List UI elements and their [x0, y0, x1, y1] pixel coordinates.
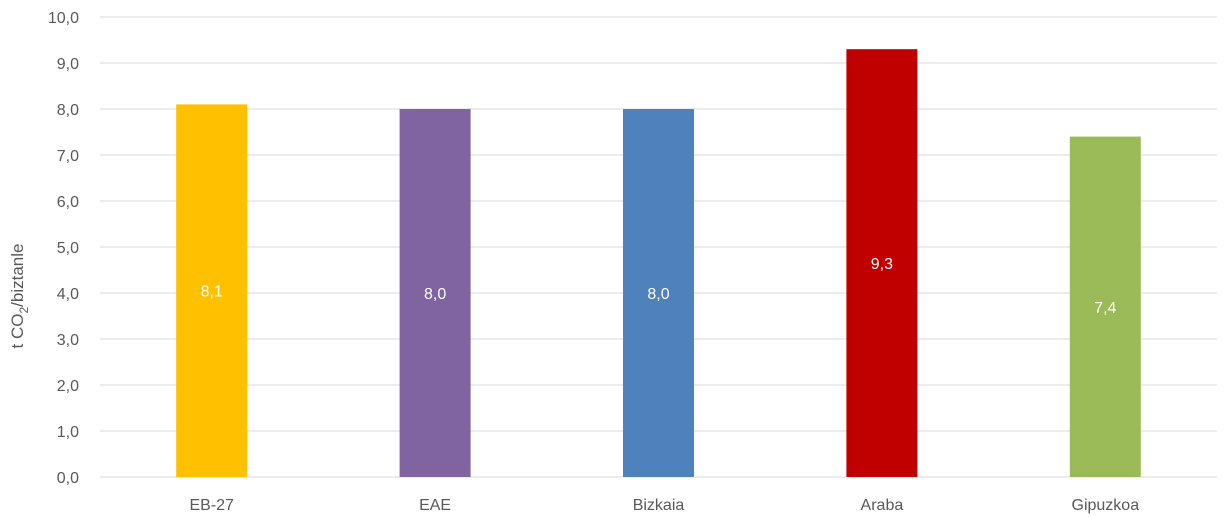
bar-data-label: 8,0: [424, 286, 446, 303]
x-category-label: Gipuzkoa: [1072, 497, 1140, 514]
bar-eb-27: [176, 104, 248, 478]
y-axis-title: t CO2/biztanle: [8, 244, 31, 349]
bars: [176, 49, 1141, 478]
y-axis-title-subscript: 2: [17, 307, 31, 314]
y-tick-label: 0,0: [57, 470, 79, 487]
x-category-label: Araba: [861, 497, 904, 514]
y-tick-label: 2,0: [57, 378, 79, 395]
bar-data-label: 8,0: [647, 286, 669, 303]
bar-eae: [399, 109, 471, 477]
x-axis-categories: EB-27 EAE Bizkaia Araba Gipuzkoa: [189, 497, 1139, 514]
y-axis-ticks: 0,0 1,0 2,0 3,0 4,0 5,0 6,0 7,0 8,0 9,0 10,0: [48, 10, 79, 487]
y-axis-title-prefix: t CO: [8, 314, 27, 349]
y-tick-label: 9,0: [57, 56, 79, 73]
bar-data-label: 7,4: [1094, 300, 1116, 317]
bar-data-label: 9,3: [871, 256, 893, 273]
x-category-label: EB-27: [189, 497, 234, 514]
y-tick-label: 7,0: [57, 148, 79, 165]
data-labels: 8,1 8,0 8,0 9,3 7,4: [201, 256, 1117, 317]
bar-bizkaia: [623, 109, 694, 477]
y-tick-label: 5,0: [57, 240, 79, 257]
bar-gipuzkoa: [1069, 136, 1141, 477]
bar-araba: [846, 49, 918, 477]
y-tick-label: 6,0: [57, 194, 79, 211]
x-category-label: EAE: [419, 497, 451, 514]
y-tick-label: 4,0: [57, 286, 79, 303]
x-category-label: Bizkaia: [633, 497, 685, 514]
bar-data-label: 8,1: [201, 284, 223, 301]
y-axis-title-suffix: /biztanle: [8, 244, 27, 307]
y-tick-label: 3,0: [57, 332, 79, 349]
y-tick-label: 8,0: [57, 102, 79, 119]
y-tick-label: 1,0: [57, 424, 79, 441]
y-tick-label: 10,0: [48, 10, 79, 27]
